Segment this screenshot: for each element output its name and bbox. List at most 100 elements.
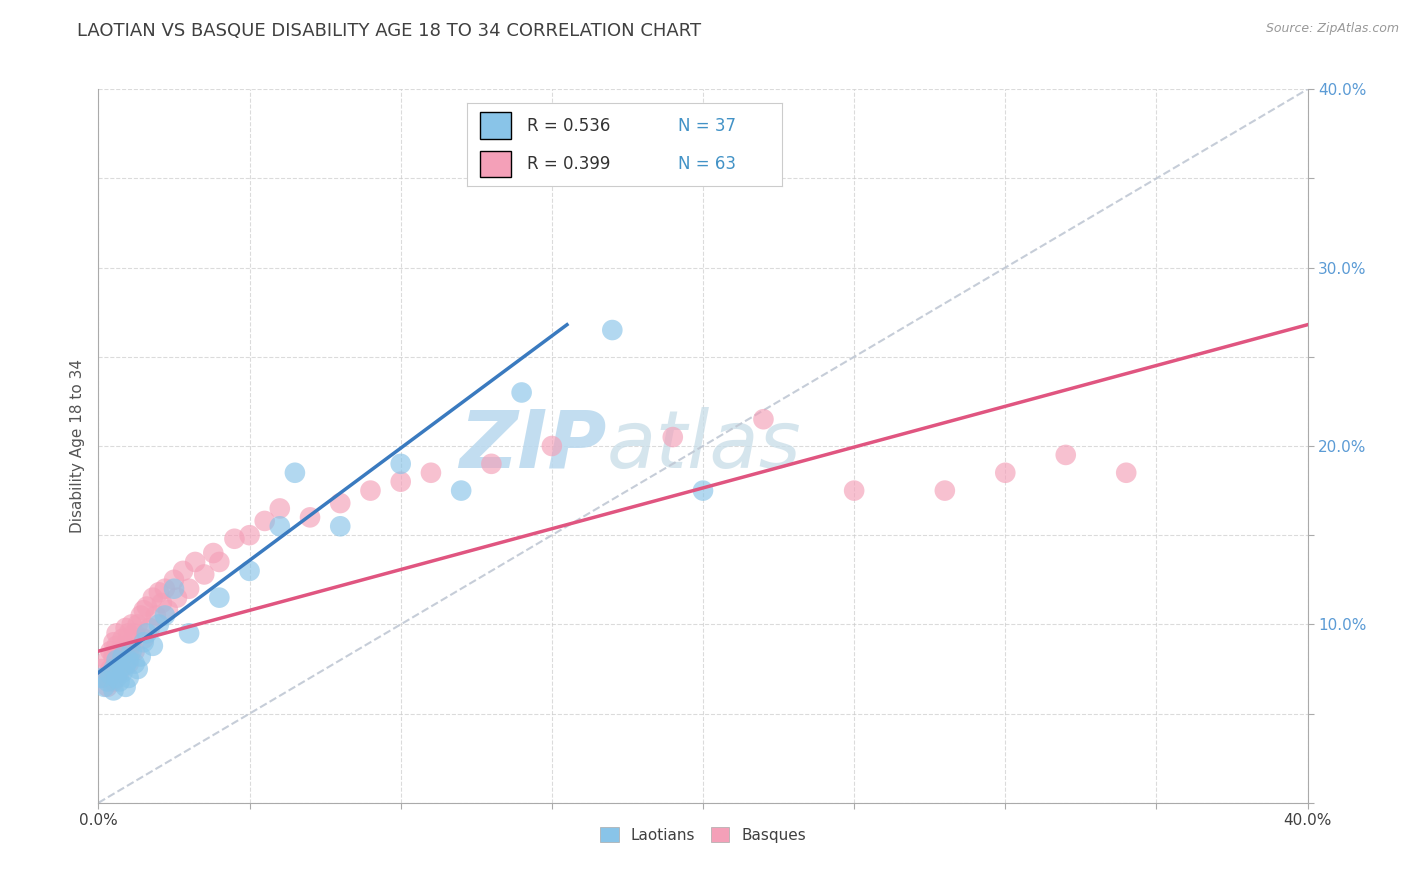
Point xyxy=(389,475,412,489)
Point xyxy=(156,603,179,617)
Point xyxy=(111,649,134,664)
Point xyxy=(163,582,186,596)
Point xyxy=(179,582,201,596)
Point xyxy=(224,532,246,546)
Point xyxy=(111,653,134,667)
Point xyxy=(360,483,382,498)
Point xyxy=(299,510,322,524)
Point xyxy=(118,653,141,667)
Point xyxy=(124,644,146,658)
Point xyxy=(135,599,157,614)
Point xyxy=(132,635,155,649)
Point xyxy=(121,635,143,649)
Point xyxy=(139,621,162,635)
Point xyxy=(184,555,207,569)
Point xyxy=(118,671,141,685)
Point xyxy=(103,635,125,649)
Point xyxy=(111,665,134,680)
Point xyxy=(253,514,276,528)
Point xyxy=(142,639,165,653)
Point xyxy=(90,662,112,676)
Point xyxy=(118,626,141,640)
Point xyxy=(103,649,125,664)
Point xyxy=(208,591,231,605)
Point xyxy=(111,632,134,646)
Point xyxy=(329,496,352,510)
Point xyxy=(93,671,115,685)
Point xyxy=(100,667,122,681)
Point xyxy=(148,617,170,632)
Point xyxy=(105,657,128,671)
Point xyxy=(153,582,176,596)
Point xyxy=(420,466,443,480)
Point xyxy=(148,585,170,599)
Point xyxy=(127,662,149,676)
Point xyxy=(602,323,624,337)
Point xyxy=(540,439,562,453)
Point xyxy=(284,466,307,480)
Point xyxy=(269,501,291,516)
Point xyxy=(661,430,683,444)
Point xyxy=(329,519,352,533)
Point xyxy=(114,621,136,635)
Text: LAOTIAN VS BASQUE DISABILITY AGE 18 TO 34 CORRELATION CHART: LAOTIAN VS BASQUE DISABILITY AGE 18 TO 3… xyxy=(77,22,702,40)
Text: ZIP: ZIP xyxy=(458,407,606,485)
Point xyxy=(118,644,141,658)
Point xyxy=(163,573,186,587)
Point xyxy=(135,626,157,640)
Point xyxy=(103,674,125,689)
Point xyxy=(450,483,472,498)
Point xyxy=(193,567,215,582)
Point xyxy=(90,671,112,685)
Point xyxy=(389,457,412,471)
Point xyxy=(121,644,143,658)
Y-axis label: Disability Age 18 to 34: Disability Age 18 to 34 xyxy=(69,359,84,533)
Point xyxy=(510,385,533,400)
Point xyxy=(114,658,136,673)
Point xyxy=(118,657,141,671)
Point xyxy=(105,653,128,667)
Point xyxy=(153,608,176,623)
Point xyxy=(93,680,115,694)
Point xyxy=(100,644,122,658)
Point xyxy=(145,608,167,623)
Point xyxy=(108,665,131,680)
Point xyxy=(103,662,125,676)
Point xyxy=(103,683,125,698)
Point xyxy=(179,626,201,640)
Text: Source: ZipAtlas.com: Source: ZipAtlas.com xyxy=(1265,22,1399,36)
Text: atlas: atlas xyxy=(606,407,801,485)
Point xyxy=(208,555,231,569)
Point xyxy=(114,680,136,694)
Point xyxy=(124,657,146,671)
Point xyxy=(108,674,131,689)
Point xyxy=(752,412,775,426)
Point xyxy=(239,528,262,542)
Point xyxy=(108,662,131,676)
Point xyxy=(105,639,128,653)
Point xyxy=(132,632,155,646)
Point xyxy=(129,608,152,623)
Point xyxy=(269,519,291,533)
Point xyxy=(129,649,152,664)
Point xyxy=(96,653,118,667)
Point xyxy=(132,603,155,617)
Point xyxy=(100,662,122,676)
Point xyxy=(108,644,131,658)
Point xyxy=(96,674,118,689)
Point xyxy=(481,457,503,471)
Point xyxy=(105,626,128,640)
Point xyxy=(121,617,143,632)
Point xyxy=(994,466,1017,480)
Point xyxy=(1115,466,1137,480)
Point xyxy=(96,680,118,694)
Point xyxy=(127,617,149,632)
Point xyxy=(202,546,225,560)
Point xyxy=(692,483,714,498)
Legend: Laotians, Basques: Laotians, Basques xyxy=(595,821,811,848)
Point xyxy=(124,626,146,640)
Point xyxy=(1054,448,1077,462)
Point xyxy=(844,483,866,498)
Point xyxy=(114,639,136,653)
Point xyxy=(239,564,262,578)
